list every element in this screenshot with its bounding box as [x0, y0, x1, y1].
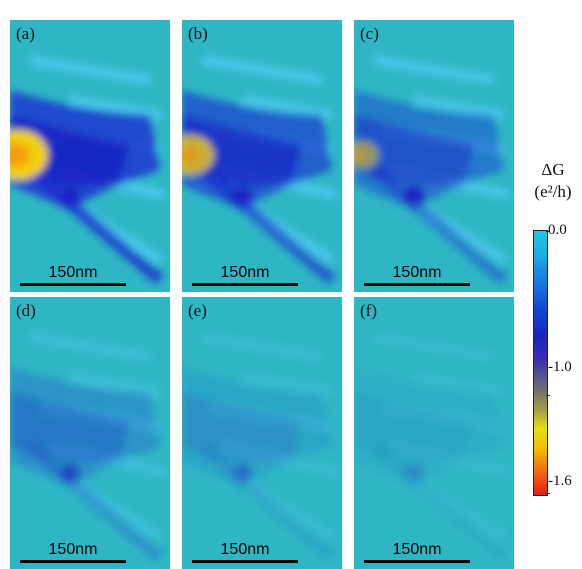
colorbar-tick-mark: [546, 395, 550, 396]
scale-bar-label: 150nm: [220, 541, 270, 558]
scale-bar-label: 150nm: [392, 264, 442, 281]
colorbar-tick-mark: [546, 231, 550, 232]
scale-bar: 150nm: [192, 265, 298, 286]
conductance-map-e: [182, 297, 342, 569]
panel-a: (a) 150nm: [10, 20, 170, 292]
scale-bar: 150nm: [364, 265, 470, 286]
scale-bar-label: 150nm: [48, 264, 98, 281]
scale-bar-line: [364, 283, 470, 286]
colorbar-title: ΔG: [541, 160, 565, 179]
panel-label: (f): [360, 301, 377, 320]
colorbar-unit: (e²/h): [534, 182, 572, 201]
scale-bar-label: 150nm: [220, 264, 270, 281]
panel-b: (b) 150nm: [182, 20, 342, 292]
panel-f: (f) 150nm: [354, 297, 514, 569]
colorbar-tick-label: 0.0: [548, 222, 567, 238]
scale-bar: 150nm: [20, 542, 126, 563]
scale-bar-line: [20, 283, 126, 286]
scale-bar-line: [192, 283, 298, 286]
panel-label: (e): [188, 301, 207, 320]
conductance-map-c: [354, 20, 514, 292]
scale-bar-line: [364, 560, 470, 563]
colorbar-tick-label: -1.6: [548, 473, 572, 489]
colorbar-tick-label: -1.0: [548, 359, 572, 375]
panel-d: (d) 150nm: [10, 297, 170, 569]
panel-e: (e) 150nm: [182, 297, 342, 569]
conductance-map-f: [354, 297, 514, 569]
panel-label: (a): [16, 24, 35, 43]
conductance-map-b: [182, 20, 342, 292]
scale-bar-label: 150nm: [48, 541, 98, 558]
panel-label: (b): [188, 24, 208, 43]
scale-bar-label: 150nm: [392, 541, 442, 558]
scale-bar-line: [20, 560, 126, 563]
panel-c: (c) 150nm: [354, 20, 514, 292]
conductance-map-a: [10, 20, 170, 292]
scale-bar: 150nm: [192, 542, 298, 563]
conductance-map-d: [10, 297, 170, 569]
panel-label: (c): [360, 24, 379, 43]
colorbar-tick-mark: [546, 493, 550, 494]
colorbar: [533, 230, 548, 496]
panel-label: (d): [16, 301, 36, 320]
scale-bar: 150nm: [20, 265, 126, 286]
scale-bar-line: [192, 560, 298, 563]
scale-bar: 150nm: [364, 542, 470, 563]
